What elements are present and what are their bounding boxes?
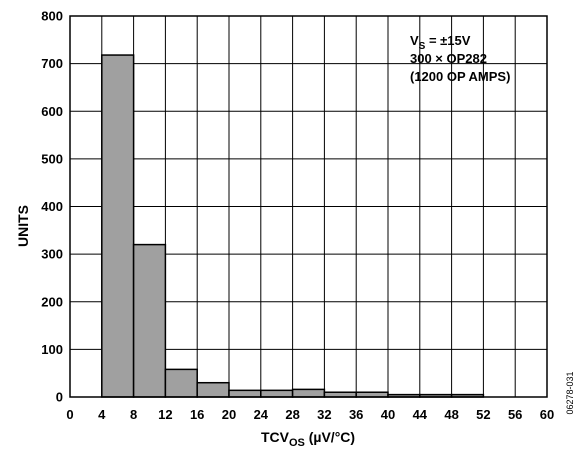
- y-tick-label: 500: [41, 151, 63, 166]
- bar: [260, 389, 294, 398]
- x-axis-title: TCVOS (µV/°C): [261, 429, 355, 449]
- x-tick-label: 0: [66, 407, 73, 422]
- y-tick-label: 0: [56, 390, 63, 405]
- y-tick-labels: 0 100 200 300 400 500 600 700 800: [41, 9, 63, 405]
- y-tick-label: 100: [41, 342, 63, 357]
- legend-line-3: (1200 OP AMPS): [410, 69, 510, 84]
- plot-frame: [69, 15, 548, 398]
- x-tick-label: 48: [444, 407, 458, 422]
- bar: [291, 388, 326, 398]
- legend-line-2: 300 × OP282: [410, 51, 487, 66]
- y-tick-label: 600: [41, 104, 63, 119]
- y-tick-label: 800: [41, 9, 63, 24]
- bar: [228, 389, 262, 398]
- bar: [164, 368, 198, 398]
- legend-line-1: VS = ±15V: [410, 33, 471, 52]
- x-tick-label: 28: [285, 407, 299, 422]
- y-axis-title: UNITS: [15, 205, 31, 247]
- x-tick-label: 8: [130, 407, 137, 422]
- x-tick-label: 32: [317, 407, 331, 422]
- y-tick-label: 700: [41, 56, 63, 71]
- x-tick-label: 12: [158, 407, 172, 422]
- x-tick-label: 36: [349, 407, 363, 422]
- x-tick-label: 16: [190, 407, 204, 422]
- x-tick-labels: 0 4 8 12 16 20 24 28 32 36 40 44 48 52 56 60: [66, 407, 554, 422]
- x-tick-label: 60: [540, 407, 554, 422]
- y-tick-label: 400: [41, 199, 63, 214]
- bar: [196, 381, 230, 398]
- x-tick-label: 4: [98, 407, 106, 422]
- x-tick-label: 56: [508, 407, 522, 422]
- x-tick-label: 20: [222, 407, 236, 422]
- x-tick-label: 44: [413, 407, 428, 422]
- y-tick-label: 300: [41, 247, 63, 262]
- y-tick-label: 200: [41, 294, 63, 309]
- bar: [132, 243, 167, 398]
- x-tick-label: 40: [381, 407, 395, 422]
- x-tick-label: 52: [476, 407, 490, 422]
- bar: [101, 54, 135, 398]
- figure-id: 06278-031: [565, 371, 575, 414]
- legend-annotation: VS = ±15V 300 × OP282 (1200 OP AMPS): [410, 33, 510, 84]
- x-tick-label: 24: [254, 407, 269, 422]
- bars: [101, 54, 485, 398]
